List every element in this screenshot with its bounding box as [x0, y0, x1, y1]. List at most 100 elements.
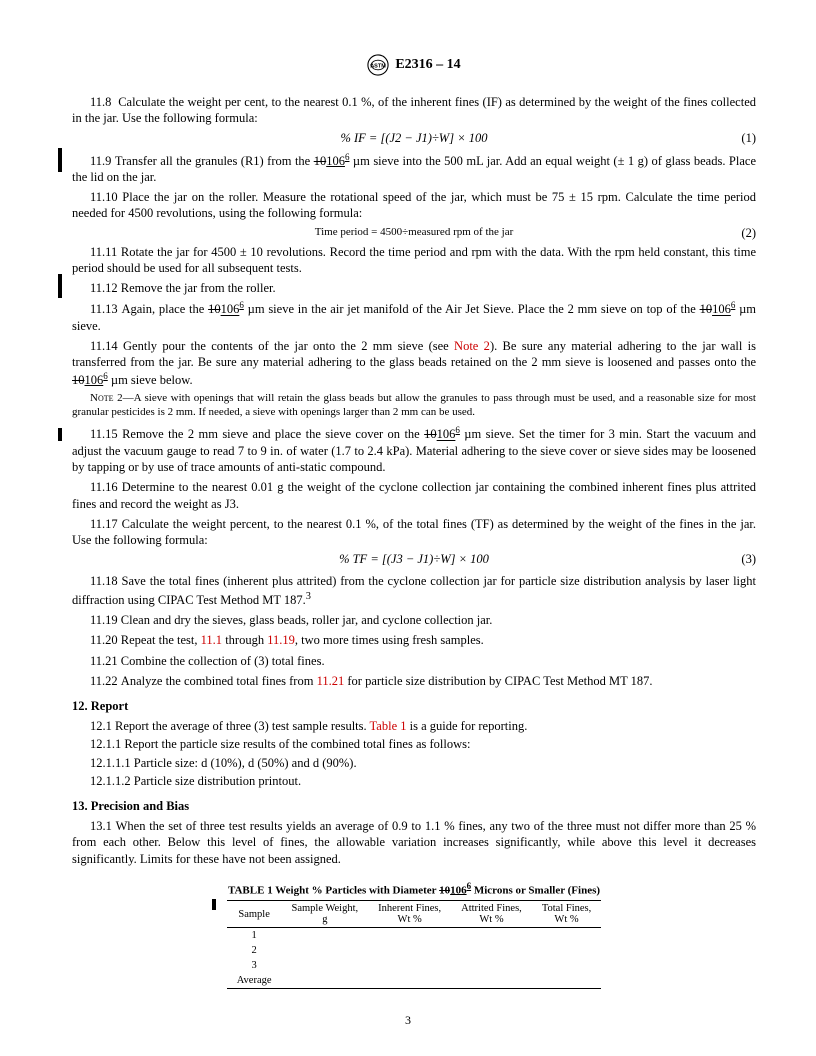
para-11-21: 11.21 Combine the collection of (3) tota…	[72, 653, 756, 669]
clause-text: Analyze the combined total fines from	[121, 674, 317, 688]
equation-2: Time period = 4500÷measured rpm of the j…	[72, 226, 756, 238]
strike-text: 10	[700, 303, 713, 317]
cell: Average	[227, 973, 282, 989]
section-12-heading: 12. Report	[72, 699, 756, 714]
para-11-13: 11.13 Again, place the 101066 µm sieve i…	[72, 300, 756, 334]
col-header: Sample	[227, 901, 282, 928]
underline-text: 106	[85, 373, 104, 387]
clause-text: Rotate the jar for 4500 ± 10 revolutions…	[72, 245, 756, 275]
note-label: Note 2	[90, 392, 123, 404]
revision-bar	[58, 428, 62, 441]
revision-bar	[58, 148, 62, 172]
clause-text: Determine to the nearest 0.01 g the weig…	[72, 480, 756, 510]
table-1: Sample Sample Weight,g Inherent Fines,Wt…	[227, 900, 602, 989]
revision-bar	[212, 899, 216, 910]
clause-number: 11.11	[90, 245, 117, 259]
cross-ref[interactable]: Table 1	[370, 719, 407, 733]
para-11-14: 11.14 Gently pour the contents of the ja…	[72, 338, 756, 388]
clause-text: Particle size distribution printout.	[134, 774, 301, 788]
footnote-ref: 3	[306, 591, 311, 602]
cross-ref[interactable]: 11.1	[201, 633, 222, 647]
clause-number: 12.1.1.2	[90, 774, 131, 788]
page-header: ASTM E2316 – 14	[72, 54, 756, 76]
cross-ref[interactable]: 11.21	[317, 674, 345, 688]
clause-text: is a guide for reporting.	[407, 719, 528, 733]
clause-number: 11.22	[90, 674, 118, 688]
note-2: Note 2—A sieve with openings that will r…	[72, 392, 756, 420]
equation-3: % TF = [(J3 − J1)÷W] × 100 (3)	[72, 552, 756, 567]
para-11-15: 11.15 Remove the 2 mm sieve and place th…	[72, 425, 756, 475]
clause-text: Calculate the weight percent, to the nea…	[72, 517, 756, 547]
underline-text: 106	[437, 428, 456, 442]
clause-number: 11.10	[90, 190, 118, 204]
clause-number: 11.13	[90, 303, 118, 317]
table-row: 1	[227, 928, 602, 944]
clause-text: Particle size: d (10%), d (50%) and d (9…	[134, 756, 357, 770]
clause-text: Place the jar on the roller. Measure the…	[72, 190, 756, 220]
clause-number: 11.14	[90, 339, 118, 353]
para-11-20: 11.20 Repeat the test, 11.1 through 11.1…	[72, 632, 756, 648]
clause-text: , two more times using fresh samples.	[295, 633, 484, 647]
clause-text: for particle size distribution by CIPAC …	[344, 674, 652, 688]
equation-number: (3)	[741, 552, 756, 567]
cell: 3	[227, 958, 282, 973]
clause-number: 11.9	[90, 154, 111, 168]
astm-logo-icon: ASTM	[367, 54, 389, 76]
designation: E2316 – 14	[395, 57, 460, 73]
page-number: 3	[0, 1013, 816, 1028]
note-ref[interactable]: Note 2	[454, 339, 490, 353]
para-12-1-1-2: 12.1.1.2 Particle size distribution prin…	[72, 773, 756, 789]
cross-ref[interactable]: 11.19	[267, 633, 295, 647]
para-11-18: 11.18 Save the total fines (inherent plu…	[72, 573, 756, 608]
clause-text: Report the particle size results of the …	[124, 737, 470, 751]
clause-number: 11.19	[90, 613, 118, 627]
clause-text: When the set of three test results yield…	[72, 819, 756, 866]
formula-text: % IF = [(J2 − J1)÷W] × 100	[340, 131, 487, 145]
clause-text: Remove the 2 mm sieve and place the siev…	[122, 428, 424, 442]
clause-text: Save the total fines (inherent plus attr…	[72, 574, 756, 606]
col-header: Attrited Fines,Wt %	[451, 901, 532, 928]
clause-number: 12.1.1	[90, 737, 121, 751]
para-11-9: 11.9 Transfer all the granules (R1) from…	[72, 152, 756, 186]
clause-text: Remove the jar from the roller.	[121, 281, 276, 295]
clause-text: Combine the collection of (3) total fine…	[121, 654, 325, 668]
page: ASTM E2316 – 14 11.8 Calculate the weigh…	[0, 0, 816, 1056]
para-11-22: 11.22 Analyze the combined total fines f…	[72, 673, 756, 689]
para-12-1-1-1: 12.1.1.1 Particle size: d (10%), d (50%)…	[72, 755, 756, 771]
table-row: 3	[227, 958, 602, 973]
underline-text: 106	[450, 884, 467, 896]
col-header: Sample Weight,g	[282, 901, 369, 928]
clause-number: 11.16	[90, 480, 118, 494]
formula-text: Time period = 4500÷measured rpm of the j…	[315, 226, 514, 238]
underline-text: 106	[221, 303, 240, 317]
table-row: 2	[227, 943, 602, 958]
clause-text: Again, place the	[121, 303, 208, 317]
cell: 1	[227, 928, 282, 944]
clause-number: 11.17	[90, 517, 118, 531]
clause-text: through	[222, 633, 267, 647]
cell: 2	[227, 943, 282, 958]
clause-number: 11.15	[90, 428, 118, 442]
clause-text: Calculate the weight per cent, to the ne…	[72, 95, 756, 125]
revision-bar	[58, 274, 62, 298]
clause-text: Transfer all the granules (R1) from the	[115, 154, 314, 168]
para-11-8: 11.8 Calculate the weight per cent, to t…	[72, 94, 756, 127]
table-1-caption: TABLE 1 Weight % Particles with Diameter…	[214, 881, 614, 897]
strike-text: 10	[439, 884, 450, 896]
clause-number: 12.1	[90, 719, 112, 733]
para-13-1: 13.1 When the set of three test results …	[72, 818, 756, 867]
para-11-12: 11.12 Remove the jar from the roller.	[72, 280, 756, 296]
clause-text: Gently pour the contents of the jar onto…	[123, 339, 454, 353]
clause-number: 11.12	[90, 281, 118, 295]
para-11-10: 11.10 Place the jar on the roller. Measu…	[72, 189, 756, 222]
clause-text: Repeat the test,	[121, 633, 201, 647]
equation-1: % IF = [(J2 − J1)÷W] × 100 (1)	[72, 131, 756, 146]
clause-text: µm sieve in the air jet manifold of the …	[244, 303, 700, 317]
equation-number: (1)	[741, 131, 756, 146]
caption-text: TABLE 1 Weight % Particles with Diameter	[228, 884, 439, 896]
section-13-heading: 13. Precision and Bias	[72, 799, 756, 814]
strike-text: 10	[314, 154, 327, 168]
svg-text:ASTM: ASTM	[371, 63, 387, 69]
caption-text: Microns or Smaller (Fines)	[471, 884, 600, 896]
col-header: Inherent Fines,Wt %	[368, 901, 451, 928]
